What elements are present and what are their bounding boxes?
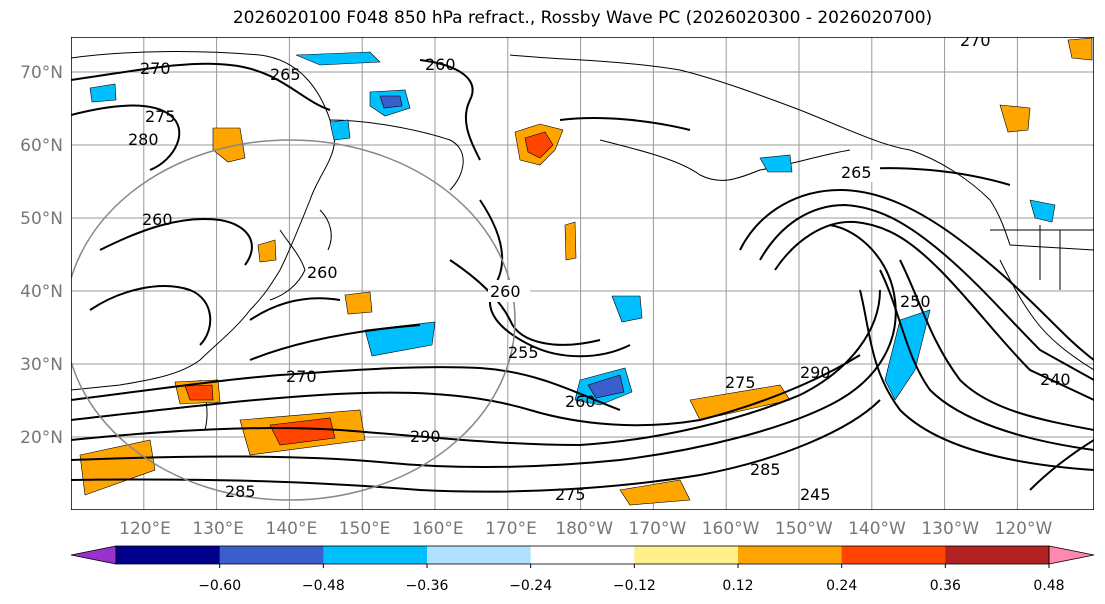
colorbar-tick-label: 0.36 [930, 578, 961, 594]
lat-label: 30°N [20, 355, 63, 375]
lon-label: 160°W [702, 519, 760, 539]
lon-label: 170°W [629, 519, 687, 539]
colorbar-swatch [738, 546, 843, 564]
contour-label: 285 [225, 482, 256, 501]
lon-label: 120°W [995, 519, 1053, 539]
contour-label: 275 [555, 485, 586, 504]
lat-label: 70°N [20, 63, 63, 83]
colorbar-swatch [634, 546, 739, 564]
lat-label: 40°N [20, 282, 63, 302]
colorbar-swatch [323, 546, 428, 564]
colorbar-tick-label: −0.36 [406, 578, 449, 594]
contour-label: 245 [800, 485, 831, 504]
lat-label: 50°N [20, 209, 63, 229]
latitude-labels: 70°N 60°N 50°N 40°N 30°N 20°N [20, 63, 63, 448]
contour-label: 280 [128, 130, 159, 149]
map-title: 2026020100 F048 850 hPa refract., Rossby… [232, 8, 933, 28]
anomaly-shading [79, 37, 1093, 506]
contour-label: 255 [508, 343, 539, 362]
contour-label: 260 [490, 282, 521, 301]
lon-label: 120°E [119, 519, 171, 539]
contour-label: 240 [1040, 370, 1071, 389]
lon-label: 180°W [555, 519, 613, 539]
colorbar-swatch [945, 546, 1050, 564]
contour-label: 265 [841, 163, 872, 182]
colorbar-tick-label: 0.24 [826, 578, 857, 594]
gridlines [71, 37, 1094, 510]
refractivity-contours [71, 59, 1094, 493]
colorbar-swatch [427, 546, 532, 564]
colorbar-swatch [219, 546, 324, 564]
colorbar: −0.60 −0.48 −0.36 −0.24 −0.12 0.12 0.24 0.36 0.4… [70, 545, 1095, 594]
contour-label: 275 [145, 107, 176, 126]
lon-label: 140°W [848, 519, 906, 539]
lat-label: 20°N [20, 428, 63, 448]
contour-label: 260 [142, 210, 173, 229]
colorbar-swatch [116, 546, 221, 564]
contour-label: 270 [286, 367, 317, 386]
colorbar-swatch [841, 546, 946, 564]
contour-label: 260 [307, 263, 338, 282]
coastlines [71, 51, 1094, 431]
lon-label: 130°E [192, 519, 244, 539]
colorbar-tick-label: 0.48 [1033, 578, 1064, 594]
contour-label: 260 [425, 55, 456, 74]
contour-label: 290 [410, 427, 441, 446]
colorbar-tick-label: −0.12 [613, 578, 656, 594]
contour-label: 270 [960, 31, 991, 50]
contour-label: 265 [270, 65, 301, 84]
colorbar-tick-label: 0.12 [722, 578, 753, 594]
contour-label: 260 [565, 392, 596, 411]
colorbar-tick-label: −0.48 [302, 578, 345, 594]
map-panel: 265 260 260 270 270 275 275 275 280 255 … [71, 31, 1094, 510]
lon-label: 150°W [775, 519, 833, 539]
lon-label: 170°E [485, 519, 537, 539]
lon-label: 150°E [339, 519, 391, 539]
colorbar-tick-label: −0.24 [509, 578, 552, 594]
contour-label: 250 [900, 292, 931, 311]
longitude-labels: 120°E 130°E 140°E 150°E 160°E 170°E 180°W 170°W… [119, 519, 1052, 539]
contour-label: 285 [750, 460, 781, 479]
contour-label: 275 [725, 373, 756, 392]
lon-label: 140°E [266, 519, 318, 539]
contour-label: 270 [140, 59, 171, 78]
colorbar-extend-max [1048, 545, 1095, 565]
colorbar-tick-label: −0.60 [198, 578, 241, 594]
lat-label: 60°N [20, 136, 63, 156]
lon-label: 160°E [412, 519, 464, 539]
contour-label: 290 [800, 363, 831, 382]
colorbar-extend-min [70, 545, 117, 565]
lon-label: 130°W [921, 519, 979, 539]
colorbar-swatch [530, 546, 635, 564]
reference-circle [71, 139, 516, 501]
contour-labels: 265 260 260 270 270 275 275 275 280 255 … [128, 31, 1071, 504]
